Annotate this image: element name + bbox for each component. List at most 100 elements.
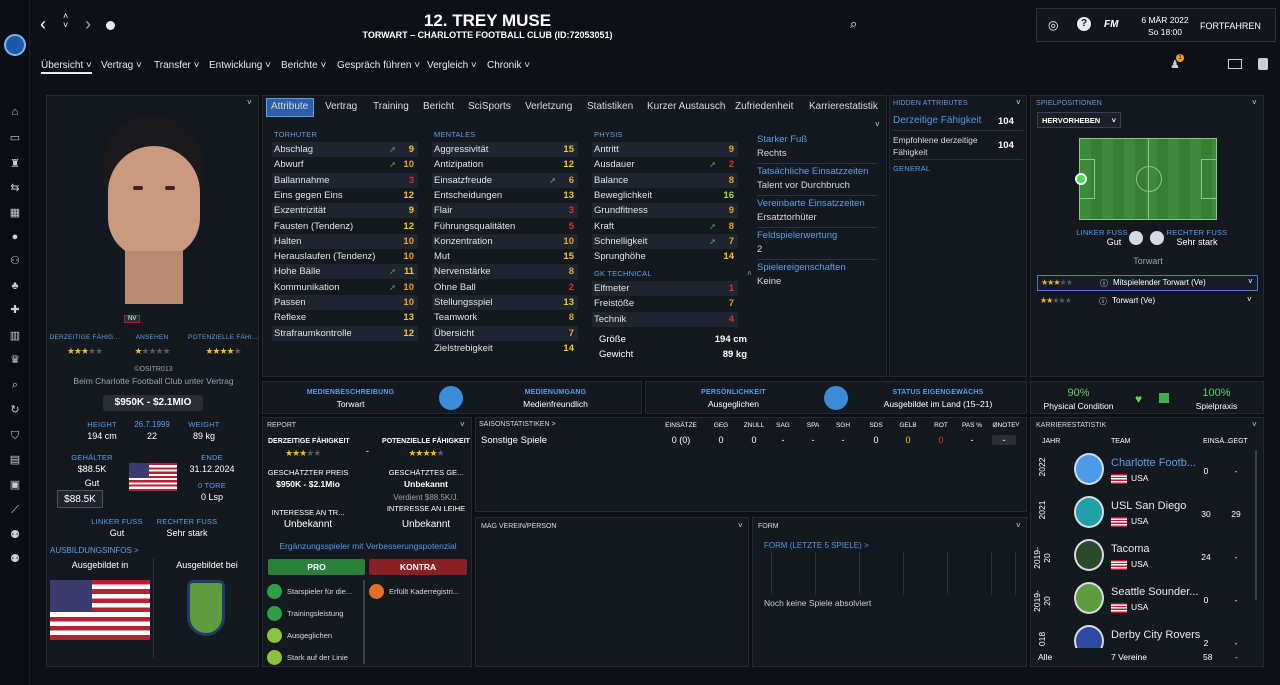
attribute-row[interactable]: Stellungsspiel 13 xyxy=(432,295,578,310)
career-row[interactable]: 2021 USL San Diego USA 30 29 xyxy=(1031,491,1253,534)
back-icon[interactable]: ‹ xyxy=(40,14,46,34)
career-team[interactable]: Charlotte Footb... xyxy=(1111,457,1196,469)
attribute-row[interactable]: Strafraumkontrolle 12 xyxy=(272,325,418,341)
career-team[interactable]: USL San Diego xyxy=(1111,500,1187,512)
attribute-row[interactable]: Nervenstärke 8 xyxy=(432,264,578,280)
attribute-row[interactable]: Antritt 9 xyxy=(592,142,738,157)
inbox-icon[interactable]: ▭ xyxy=(9,132,21,144)
squad-icon[interactable]: ♜ xyxy=(10,158,20,170)
notification-icon[interactable]: ♟ xyxy=(1170,59,1180,71)
attribute-row[interactable]: Grundfitness 9 xyxy=(592,203,738,219)
tab-attributes-label[interactable]: Attribute xyxy=(271,101,309,112)
attribute-row[interactable]: Reflexe 13 xyxy=(272,310,418,325)
training-info-link[interactable]: AUSBILDUNGSINFOS > xyxy=(50,546,139,555)
tab-contract[interactable]: Vertrag xyxy=(325,101,358,112)
transfer-icon[interactable]: ⇆ xyxy=(10,182,20,194)
globe-icon[interactable]: ◎ xyxy=(1048,18,1059,32)
season-col-header[interactable]: ØNOTE xyxy=(992,422,1016,429)
people-icon[interactable]: ⚉ xyxy=(10,529,20,541)
monitor-icon[interactable] xyxy=(1228,59,1242,69)
attribute-row[interactable]: Ohne Ball 2 xyxy=(432,280,578,295)
attribute-row[interactable]: Herauslaufen (Tendenz) 10 xyxy=(272,249,418,264)
collapse-icon[interactable]: ˅ xyxy=(738,521,743,530)
season-col-header[interactable]: SDS xyxy=(869,422,883,429)
club-badge-icon[interactable] xyxy=(1074,496,1104,528)
attribute-row[interactable]: Konzentration 10 xyxy=(432,233,578,249)
menu-contract[interactable]: Vertrag ˅ xyxy=(101,60,142,71)
attribute-row[interactable]: Halten 10 xyxy=(272,233,418,249)
attribute-row[interactable]: Flair 3 xyxy=(432,203,578,219)
menu-development[interactable]: Entwicklung ˅ xyxy=(209,60,271,71)
training-icon[interactable]: ♣ xyxy=(11,280,19,292)
club-badge-icon[interactable] xyxy=(1074,582,1104,614)
attribute-row[interactable]: Ballannahme 3 xyxy=(272,172,418,188)
match-icon[interactable]: ● xyxy=(11,231,19,243)
attribute-row[interactable]: Entscheidungen 13 xyxy=(432,188,578,203)
form-last5-link[interactable]: FORM (LETZTE 5 SPIELE) > xyxy=(764,541,869,550)
fm-logo[interactable]: FM xyxy=(1104,19,1119,30)
collapse-icon[interactable]: ˅ xyxy=(460,420,465,429)
attribute-row[interactable]: Schnelligkeit ➚ 7 xyxy=(592,233,738,249)
season-col-header[interactable]: EINSÄTZE xyxy=(665,422,697,429)
tactics-icon[interactable]: ▦ xyxy=(9,207,21,219)
season-col-header[interactable]: ROT xyxy=(934,422,948,429)
home-icon[interactable]: ⌂ xyxy=(11,106,19,118)
club-icon[interactable]: ⛉ xyxy=(10,430,20,442)
season-col-header[interactable]: GEG xyxy=(713,422,729,429)
role-row-1[interactable]: ★★★★★ ⓘ Mitspielender Torwart (Ve) ˅ xyxy=(1037,275,1258,291)
attribute-row[interactable]: Hohe Bälle ➚ 11 xyxy=(272,264,418,280)
calendar-icon[interactable]: ▥ xyxy=(9,330,21,342)
menu-history[interactable]: Chronik ˅ xyxy=(487,60,531,71)
season-col-header[interactable]: ZNULL xyxy=(743,422,765,429)
collapse-icon[interactable]: ˅ xyxy=(1015,420,1020,429)
club-badge-icon[interactable] xyxy=(1074,625,1104,648)
tab-career-stats[interactable]: Karrierestatistik xyxy=(809,101,878,112)
career-row[interactable]: 2019-20 Seattle Sounder... USA 0 - xyxy=(1031,577,1253,620)
tab-short-talk[interactable]: Kurzer Austausch xyxy=(647,101,726,112)
tab-attributes[interactable] xyxy=(266,98,314,117)
collapse-icon[interactable]: ˅ xyxy=(247,98,252,107)
menu-overview[interactable]: Übersicht ˅ xyxy=(41,60,92,74)
expand-icon[interactable]: ˄ xyxy=(747,269,752,278)
menu-transfer[interactable]: Transfer ˅ xyxy=(154,60,200,71)
tab-injury[interactable]: Verletzung xyxy=(525,101,573,112)
refresh-icon[interactable]: ↻ xyxy=(10,404,20,416)
career-scrollbar[interactable] xyxy=(1255,450,1257,600)
career-team[interactable]: Seattle Sounder... xyxy=(1111,586,1199,598)
up-down-icon[interactable]: ˄ ˅ xyxy=(63,11,69,30)
attribute-row[interactable]: Führungsqualitäten 5 xyxy=(432,219,578,234)
manager-icon[interactable]: ⚉ xyxy=(10,553,20,565)
collapse-icon[interactable]: ˅ xyxy=(1016,521,1021,530)
role-row-2[interactable]: ★★★★★ ⓘ Torwart (Ve) ˅ xyxy=(1040,295,1252,306)
season-col-header[interactable]: SPA xyxy=(806,422,820,429)
attribute-row[interactable]: Teamwork 8 xyxy=(432,310,578,325)
scouting-icon[interactable]: ⌕ xyxy=(11,379,19,391)
finance-icon[interactable]: ▤ xyxy=(9,454,21,466)
career-team[interactable]: Derby City Rovers xyxy=(1111,629,1201,641)
collapse-icon[interactable]: ˅ xyxy=(875,120,880,129)
scout-icon[interactable] xyxy=(1258,58,1268,70)
attribute-row[interactable]: Beweglichkeit 16 xyxy=(592,188,738,203)
attribute-row[interactable]: Fausten (Tendenz) 12 xyxy=(272,219,418,234)
ticket-icon[interactable]: ▣ xyxy=(9,479,21,491)
attribute-row[interactable]: Exzentrizität 9 xyxy=(272,203,418,219)
attribute-row[interactable]: Eins gegen Eins 12 xyxy=(272,188,418,203)
attribute-row[interactable]: Kraft ➚ 8 xyxy=(592,219,738,234)
tab-report[interactable]: Bericht xyxy=(423,101,455,112)
tab-happiness[interactable]: Zufriedenheit xyxy=(735,101,794,112)
forward-icon[interactable]: › xyxy=(85,14,91,34)
attribute-row[interactable]: Freistöße 7 xyxy=(592,296,738,311)
club-logo[interactable] xyxy=(4,34,26,56)
media-icon[interactable] xyxy=(439,386,463,410)
checklist-icon[interactable] xyxy=(106,21,115,30)
season-col-header[interactable]: SAG xyxy=(776,422,790,429)
help-icon[interactable]: ? xyxy=(1077,17,1091,31)
attribute-row[interactable]: Zielstrebigkeit 14 xyxy=(432,341,578,356)
staff-icon[interactable]: ⚇ xyxy=(10,255,20,267)
attribute-row[interactable]: Abwurf ➚ 10 xyxy=(272,157,418,172)
career-row[interactable]: 018 Derby City Rovers 2 - xyxy=(1031,620,1253,648)
attribute-row[interactable]: Elfmeter 1 xyxy=(592,281,738,296)
collapse-icon[interactable]: ˅ xyxy=(1016,98,1021,107)
attribute-row[interactable]: Kommunikation ➚ 10 xyxy=(272,280,418,295)
attribute-row[interactable]: Ausdauer ➚ 2 xyxy=(592,157,738,172)
